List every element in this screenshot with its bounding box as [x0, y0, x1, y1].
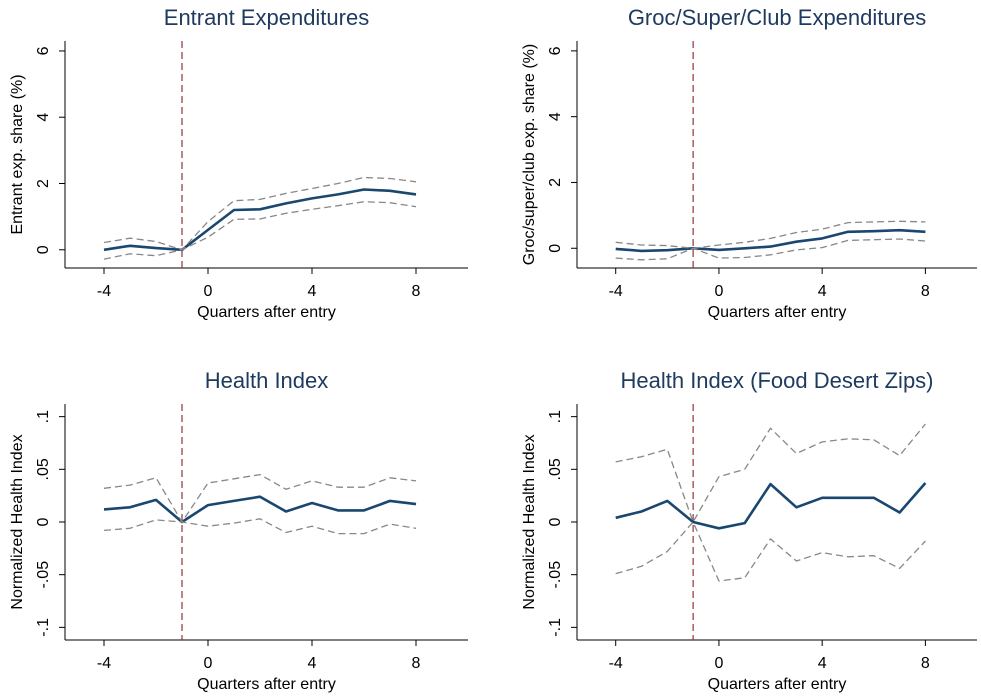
ci-line — [103, 518, 417, 535]
y-tick-label: .1 — [547, 410, 564, 423]
y-tick-label: .05 — [35, 458, 52, 480]
estimate-line — [615, 482, 927, 530]
panel-title: Entrant Expenditures — [164, 5, 369, 30]
y-tick-label: .05 — [547, 458, 564, 480]
x-tick-label: 8 — [412, 283, 421, 300]
y-tick-label: -.1 — [35, 618, 52, 637]
x-axis-title: Quarters after entry — [708, 304, 847, 321]
x-tick-label: 4 — [818, 283, 827, 300]
y-axis-title: Groc/super/club exp. share (%) — [521, 44, 538, 265]
y-axis-title: Normalized Health Index — [9, 434, 26, 609]
x-tick-label: 0 — [714, 655, 723, 672]
y-tick-label: 2 — [35, 179, 52, 188]
y-tick-label: 0 — [35, 517, 52, 526]
y-tick-label: -.05 — [547, 561, 564, 589]
x-axis-title: Quarters after entry — [197, 676, 336, 693]
x-tick-label: 8 — [921, 283, 930, 300]
y-axis-title: Normalized Health Index — [521, 434, 538, 609]
panel-title: Groc/Super/Club Expenditures — [628, 5, 926, 30]
x-axis-title: Quarters after entry — [197, 304, 336, 321]
y-tick-label: 4 — [547, 112, 564, 121]
y-tick-label: .1 — [35, 410, 52, 423]
ci-line — [103, 176, 417, 251]
ci-line — [103, 201, 417, 260]
estimate-line — [103, 188, 417, 252]
x-tick-label: 0 — [204, 283, 213, 300]
x-tick-label: 0 — [714, 283, 723, 300]
y-tick-label: 6 — [35, 46, 52, 55]
x-tick-label: -4 — [609, 655, 623, 672]
estimate-line — [103, 495, 417, 524]
ci-line — [103, 473, 417, 523]
panel-title: Health Index (Food Desert Zips) — [620, 368, 933, 393]
y-tick-label: 0 — [547, 517, 564, 526]
x-tick-label: 8 — [412, 655, 421, 672]
y-tick-label: 4 — [35, 113, 52, 122]
x-tick-label: 4 — [308, 283, 317, 300]
y-tick-label: 6 — [547, 46, 564, 55]
ci-line — [615, 238, 926, 261]
y-tick-label: 2 — [547, 178, 564, 187]
y-axis-title: Entrant exp. share (%) — [9, 74, 26, 234]
x-tick-label: -4 — [609, 283, 623, 300]
x-tick-label: 4 — [818, 655, 827, 672]
x-tick-label: -4 — [97, 655, 111, 672]
ci-line — [615, 220, 926, 249]
x-tick-label: 8 — [921, 655, 930, 672]
ci-line — [615, 521, 926, 582]
x-tick-label: -4 — [97, 283, 111, 300]
y-tick-label: 0 — [547, 244, 564, 253]
estimate-line — [615, 228, 926, 253]
ci-line — [615, 423, 926, 523]
y-tick-label: -.05 — [35, 561, 52, 589]
x-axis-title: Quarters after entry — [708, 676, 847, 693]
panel-title: Health Index — [205, 368, 329, 393]
x-tick-label: 0 — [204, 655, 213, 672]
y-tick-label: -.1 — [547, 618, 564, 637]
y-tick-label: 0 — [35, 245, 52, 254]
x-tick-label: 4 — [308, 655, 317, 672]
